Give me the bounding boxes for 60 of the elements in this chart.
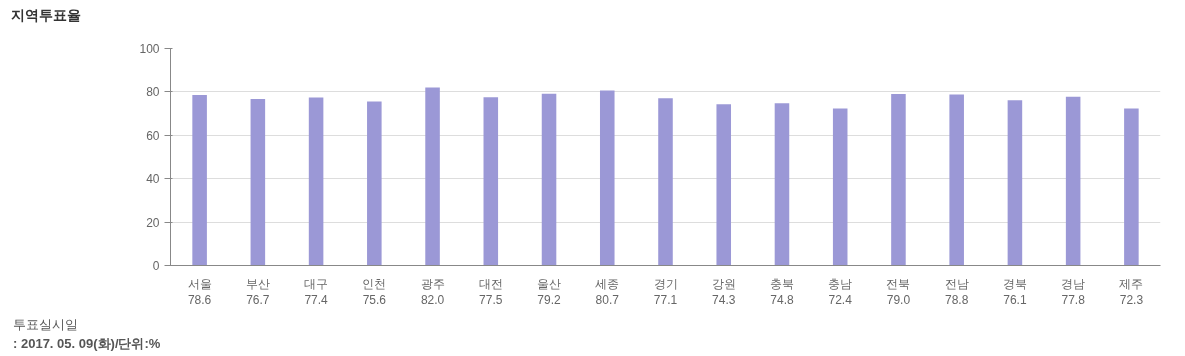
x-tick-label: 서울 bbox=[187, 276, 212, 291]
data-label: 75.6 bbox=[362, 293, 387, 308]
bar bbox=[599, 90, 615, 266]
bar bbox=[483, 97, 499, 266]
x-tick-label: 충북 bbox=[769, 276, 794, 291]
x-tick-label: 충남 bbox=[828, 276, 853, 291]
data-label: 78.8 bbox=[945, 293, 969, 308]
x-tick-label: 인천 bbox=[362, 276, 387, 291]
bar bbox=[949, 94, 964, 266]
bar bbox=[716, 104, 732, 266]
x-tick-label: 대구 bbox=[304, 276, 329, 291]
x-tick-label: 울산 bbox=[537, 276, 562, 291]
data-label: 82.0 bbox=[420, 293, 445, 308]
data-label: 77.5 bbox=[479, 293, 503, 308]
x-tick-label: 제주 bbox=[1119, 276, 1144, 291]
y-tick-label: 80 bbox=[146, 85, 160, 100]
data-label: 77.1 bbox=[653, 293, 678, 308]
data-label: 77.4 bbox=[304, 293, 329, 308]
x-tick-label: 전남 bbox=[944, 276, 969, 291]
x-tick-label: 경기 bbox=[653, 276, 678, 291]
x-tick-label: 대전 bbox=[478, 276, 503, 291]
bar bbox=[891, 94, 906, 266]
data-label: 72.4 bbox=[828, 293, 853, 308]
data-label: 74.8 bbox=[770, 293, 794, 308]
x-tick-label: 강원 bbox=[711, 276, 736, 291]
bar bbox=[250, 99, 266, 266]
y-tick-label: 40 bbox=[146, 172, 160, 187]
x-tick-label: 세종 bbox=[595, 276, 620, 291]
bar bbox=[1065, 96, 1081, 266]
bar bbox=[367, 101, 382, 266]
bar bbox=[1007, 100, 1023, 266]
text: 지역투표율 bbox=[11, 6, 81, 25]
data-label: 74.3 bbox=[712, 293, 736, 308]
y-tick-label: 100 bbox=[139, 42, 160, 56]
bar bbox=[1124, 108, 1139, 266]
text: : 2017. 05. 09(화)/단위:% bbox=[13, 336, 161, 351]
text: 투표실시일 bbox=[13, 317, 78, 332]
data-label: 79.0 bbox=[886, 293, 911, 308]
data-label: 76.1 bbox=[1003, 293, 1027, 308]
data-label: 77.8 bbox=[1061, 293, 1086, 308]
data-label: 80.7 bbox=[595, 293, 620, 308]
x-tick-label: 전북 bbox=[886, 276, 911, 291]
y-tick-label: 20 bbox=[146, 215, 160, 230]
bar bbox=[192, 94, 207, 266]
data-label: 72.3 bbox=[1119, 293, 1144, 308]
x-tick-label: 광주 bbox=[420, 276, 445, 291]
data-label: 76.7 bbox=[246, 293, 270, 308]
data-label: 79.2 bbox=[537, 293, 562, 308]
x-tick-label: 부산 bbox=[245, 276, 270, 291]
bar bbox=[308, 97, 324, 266]
bar bbox=[658, 98, 673, 266]
bar bbox=[541, 93, 557, 266]
data-label: 78.6 bbox=[187, 293, 212, 308]
y-tick-label: 0 bbox=[152, 259, 160, 273]
x-tick-label: 경남 bbox=[1061, 276, 1086, 291]
y-tick-label: 60 bbox=[146, 128, 160, 143]
x-tick-label: 경북 bbox=[1002, 276, 1027, 291]
bar bbox=[425, 87, 440, 266]
bar bbox=[774, 103, 790, 266]
bar bbox=[832, 108, 848, 266]
